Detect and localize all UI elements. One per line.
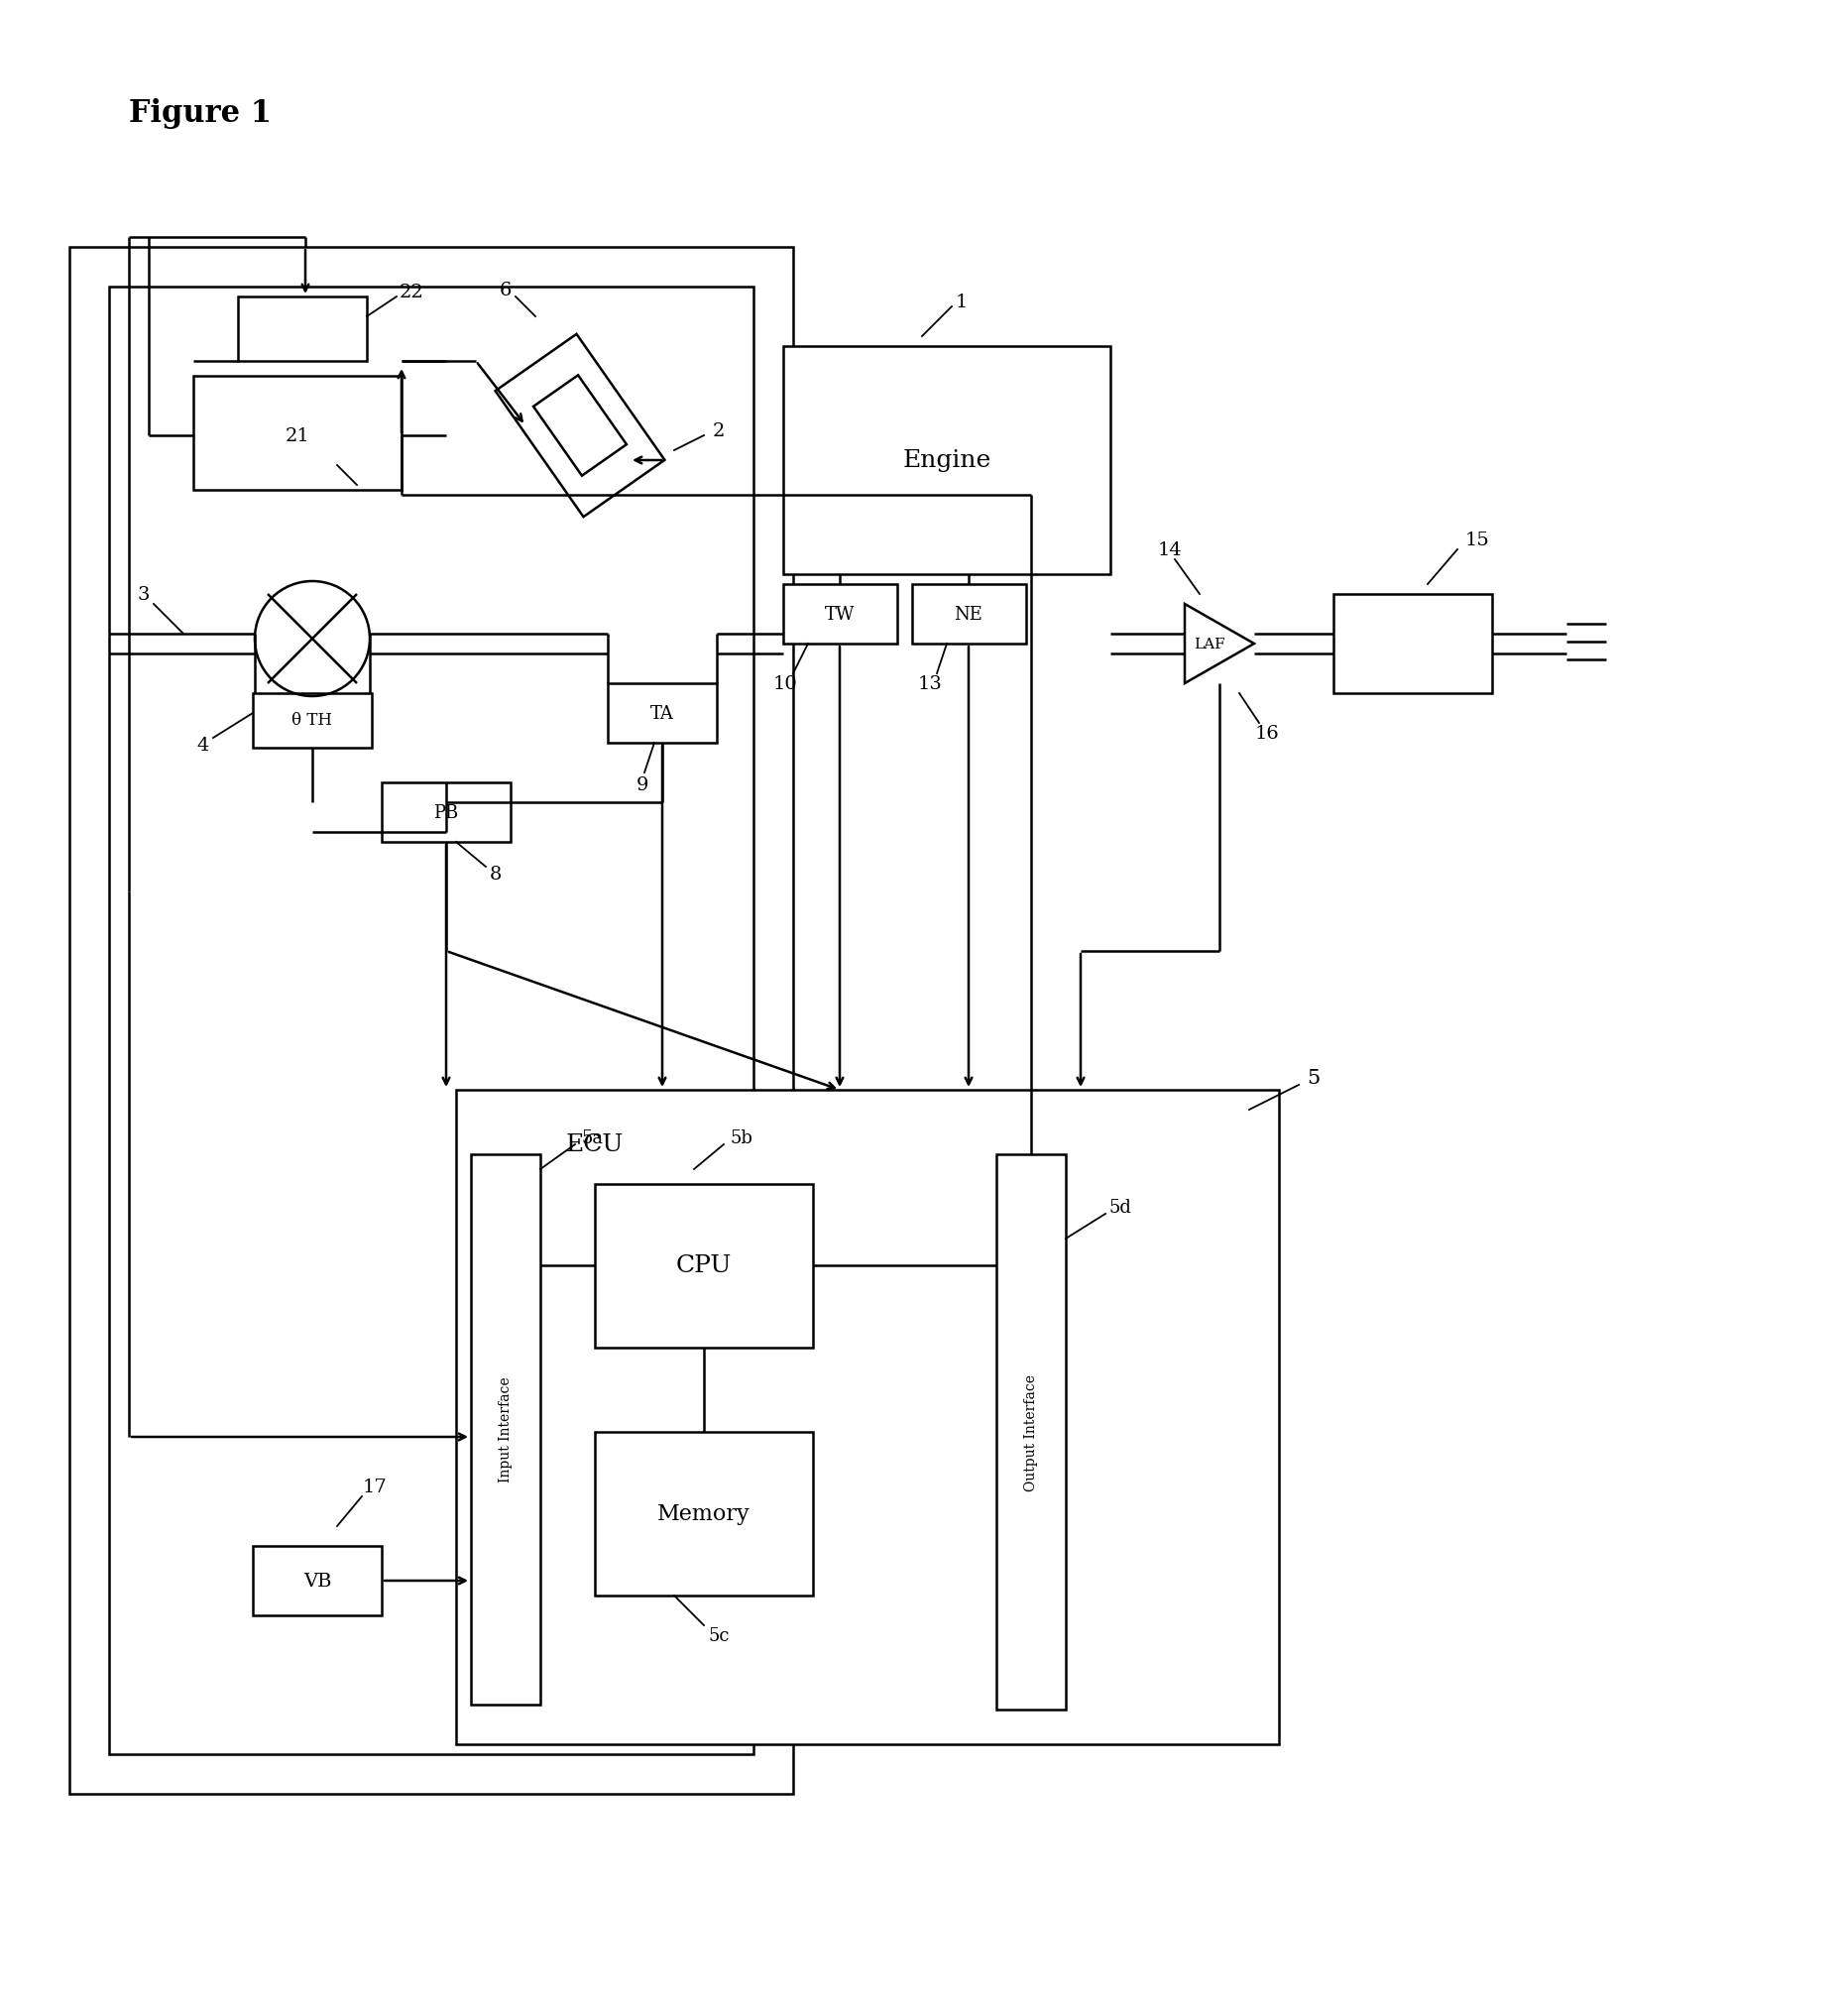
Text: 4: 4 [198, 737, 209, 755]
Text: PB: PB [434, 803, 458, 821]
Bar [456, 1091, 1279, 1745]
Bar [784, 584, 898, 644]
Text: 10: 10 [772, 674, 798, 692]
Bar [383, 783, 510, 843]
Text: 14: 14 [1157, 541, 1183, 560]
Bar [913, 584, 1026, 644]
Text: Memory: Memory [658, 1502, 750, 1524]
Text: VB: VB [303, 1572, 331, 1590]
Bar [253, 694, 371, 749]
Text: TW: TW [824, 606, 856, 624]
Polygon shape [1185, 604, 1255, 684]
Text: CPU: CPU [676, 1254, 732, 1276]
Text: 5d: 5d [1109, 1198, 1131, 1216]
Bar [70, 248, 793, 1794]
Bar [996, 1155, 1066, 1709]
Text: 6: 6 [499, 282, 512, 300]
Polygon shape [534, 376, 626, 477]
Bar [109, 288, 754, 1753]
Text: 16: 16 [1255, 725, 1279, 743]
Text: Input Interface: Input Interface [499, 1377, 512, 1482]
Text: 17: 17 [362, 1478, 386, 1496]
Bar [595, 1431, 813, 1596]
Text: 22: 22 [399, 284, 423, 302]
Text: θ TH: θ TH [292, 713, 333, 729]
Bar [595, 1184, 813, 1349]
Text: 5: 5 [1307, 1069, 1319, 1087]
Text: NE: NE [954, 606, 983, 624]
Text: 5c: 5c [708, 1627, 730, 1645]
Bar [238, 298, 366, 362]
Bar [1334, 594, 1491, 694]
Bar [253, 1546, 383, 1616]
Text: 9: 9 [636, 777, 649, 793]
Text: 15: 15 [1465, 531, 1489, 550]
Text: 5a: 5a [582, 1129, 604, 1147]
Text: Output Interface: Output Interface [1024, 1373, 1039, 1492]
Text: TA: TA [650, 705, 675, 723]
Text: 1: 1 [955, 294, 968, 312]
Bar [784, 346, 1111, 576]
Text: LAF: LAF [1194, 638, 1225, 650]
Text: 21: 21 [285, 427, 310, 445]
Text: ECU: ECU [565, 1133, 625, 1155]
Text: 3: 3 [137, 586, 150, 604]
Text: 5b: 5b [730, 1129, 752, 1147]
Bar [471, 1155, 540, 1705]
Text: 2: 2 [713, 423, 724, 441]
Text: Figure 1: Figure 1 [129, 99, 272, 129]
Text: 8: 8 [490, 866, 503, 884]
Bar [194, 376, 401, 491]
Text: 13: 13 [918, 674, 942, 692]
Bar [608, 684, 717, 743]
Text: Engine: Engine [902, 449, 991, 473]
Polygon shape [495, 334, 665, 517]
